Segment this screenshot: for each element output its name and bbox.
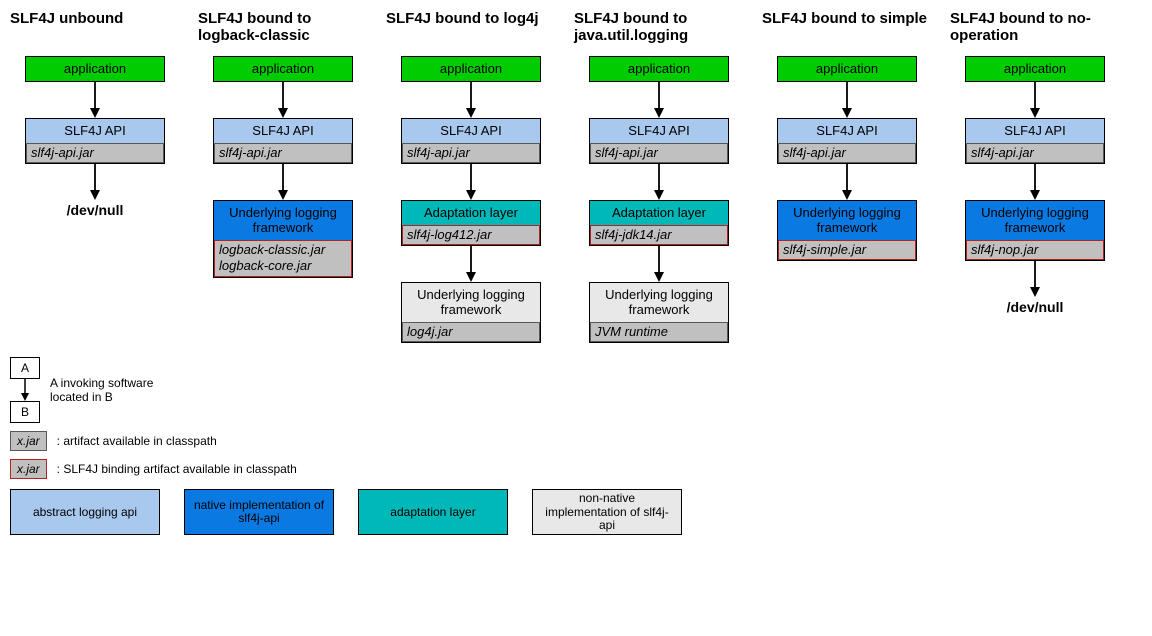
jar-label: slf4j-api.jar	[402, 143, 540, 163]
node-label: Underlying logging framework	[590, 283, 728, 322]
node-label: Underlying logging framework	[402, 283, 540, 322]
node-box: Adaptation layerslf4j-jdk14.jar	[589, 200, 729, 246]
legend-swatch: abstract logging api	[10, 489, 160, 535]
jar-label: slf4j-api.jar	[778, 143, 916, 163]
jar-label: slf4j-simple.jar	[778, 240, 916, 260]
node-box: application	[777, 56, 917, 82]
column-title: SLF4J bound to no-operation	[950, 10, 1120, 46]
legend-box-b: B	[10, 401, 40, 423]
diagram-columns: SLF4J unboundapplicationSLF4J APIslf4j-a…	[10, 10, 1142, 343]
node-box: SLF4J APIslf4j-api.jar	[213, 118, 353, 164]
devnull-text: /dev/null	[67, 202, 124, 218]
node-box: Underlying logging frameworkslf4j-simple…	[777, 200, 917, 261]
jar-label: slf4j-api.jar	[966, 143, 1104, 163]
arrow-icon	[652, 82, 666, 118]
node-label: application	[214, 57, 352, 81]
node-box: Underlying logging frameworkslf4j-nop.ja…	[965, 200, 1105, 261]
node-box: application	[589, 56, 729, 82]
node-label: Underlying logging framework	[966, 201, 1104, 240]
node-label: Adaptation layer	[590, 201, 728, 225]
jar-label: log4j.jar	[402, 322, 540, 342]
arrow-icon	[652, 246, 666, 282]
jar-label: slf4j-api.jar	[214, 143, 352, 163]
node-box: SLF4J APIslf4j-api.jar	[589, 118, 729, 164]
column-title: SLF4J bound to log4j	[386, 10, 556, 46]
legend-swatches: abstract logging api native implementatio…	[10, 489, 1142, 535]
column-title: SLF4J unbound	[10, 10, 180, 46]
node-box: application	[213, 56, 353, 82]
node-label: application	[590, 57, 728, 81]
jar-label: slf4j-jdk14.jar	[590, 225, 728, 245]
legend-swatch: native implementation of slf4j-api	[184, 489, 334, 535]
legend-jar-red-label: x.jar	[10, 459, 47, 479]
legend-jar-red: x.jar : SLF4J binding artifact available…	[10, 459, 1142, 479]
legend-swatch: adaptation layer	[358, 489, 508, 535]
node-box: Underlying logging frameworkJVM runtime	[589, 282, 729, 343]
arrow-icon	[88, 82, 102, 118]
node-label: application	[966, 57, 1104, 81]
node-label: SLF4J API	[778, 119, 916, 143]
column-title: SLF4J bound to logback-classic	[198, 10, 368, 46]
node-label: SLF4J API	[214, 119, 352, 143]
jar-label: slf4j-api.jar	[590, 143, 728, 163]
devnull-text: /dev/null	[1007, 299, 1064, 315]
arrow-icon	[1028, 82, 1042, 118]
node-label: application	[26, 57, 164, 81]
node-box: SLF4J APIslf4j-api.jar	[965, 118, 1105, 164]
column-title: SLF4J bound to java.util.logging	[574, 10, 744, 46]
column: SLF4J bound to simple application SLF4J AP…	[762, 10, 932, 343]
legend-jar-normal-text: : artifact available in classpath	[57, 434, 217, 448]
column: SLF4J unbound application SLF4J APIslf4j-a…	[10, 10, 180, 343]
legend-invoking-text: A invoking software located in B	[50, 376, 160, 405]
node-box: SLF4J APIslf4j-api.jar	[25, 118, 165, 164]
legend-jar-normal-label: x.jar	[10, 431, 47, 451]
legend-swatch: non-native implementation of slf4j-api	[532, 489, 682, 535]
arrow-icon	[840, 164, 854, 200]
node-box: Adaptation layerslf4j-log412.jar	[401, 200, 541, 246]
legend: A B A invoking software located in B x.j…	[10, 357, 1142, 535]
node-label: SLF4J API	[966, 119, 1104, 143]
arrow-icon	[652, 164, 666, 200]
jar-label: slf4j-nop.jar	[966, 240, 1104, 260]
node-box: Underlying logging frameworklogback-clas…	[213, 200, 353, 277]
node-box: application	[25, 56, 165, 82]
node-label: Underlying logging framework	[778, 201, 916, 240]
legend-invoking: A B A invoking software located in B	[10, 357, 1142, 423]
arrow-icon	[88, 164, 102, 200]
arrow-icon	[276, 82, 290, 118]
node-box: application	[401, 56, 541, 82]
node-box: application	[965, 56, 1105, 82]
node-label: application	[778, 57, 916, 81]
node-box: SLF4J APIslf4j-api.jar	[777, 118, 917, 164]
node-box: Underlying logging frameworklog4j.jar	[401, 282, 541, 343]
arrow-icon	[464, 82, 478, 118]
column: SLF4J bound to log4j application SLF4J API…	[386, 10, 556, 343]
node-box: SLF4J APIslf4j-api.jar	[401, 118, 541, 164]
legend-jar-normal: x.jar : artifact available in classpath	[10, 431, 1142, 451]
node-label: SLF4J API	[402, 119, 540, 143]
arrow-icon	[840, 82, 854, 118]
legend-jar-red-text: : SLF4J binding artifact available in cl…	[57, 462, 297, 476]
jar-label: slf4j-api.jar	[26, 143, 164, 163]
arrow-icon	[464, 164, 478, 200]
node-label: SLF4J API	[26, 119, 164, 143]
node-label: application	[402, 57, 540, 81]
node-label: Adaptation layer	[402, 201, 540, 225]
legend-box-a: A	[10, 357, 40, 379]
column: SLF4J bound to java.util.logging applicat…	[574, 10, 744, 343]
arrow-icon	[276, 164, 290, 200]
jar-label: slf4j-log412.jar	[402, 225, 540, 245]
node-label: SLF4J API	[590, 119, 728, 143]
jar-label: logback-classic.jarlogback-core.jar	[214, 240, 352, 277]
column: SLF4J bound to no-operation application SL…	[950, 10, 1120, 343]
arrow-icon	[1028, 164, 1042, 200]
node-label: Underlying logging framework	[214, 201, 352, 240]
arrow-icon	[464, 246, 478, 282]
column-title: SLF4J bound to simple	[762, 10, 932, 46]
jar-label: JVM runtime	[590, 322, 728, 342]
column: SLF4J bound to logback-classic applicatio…	[198, 10, 368, 343]
arrow-icon	[1028, 261, 1042, 297]
